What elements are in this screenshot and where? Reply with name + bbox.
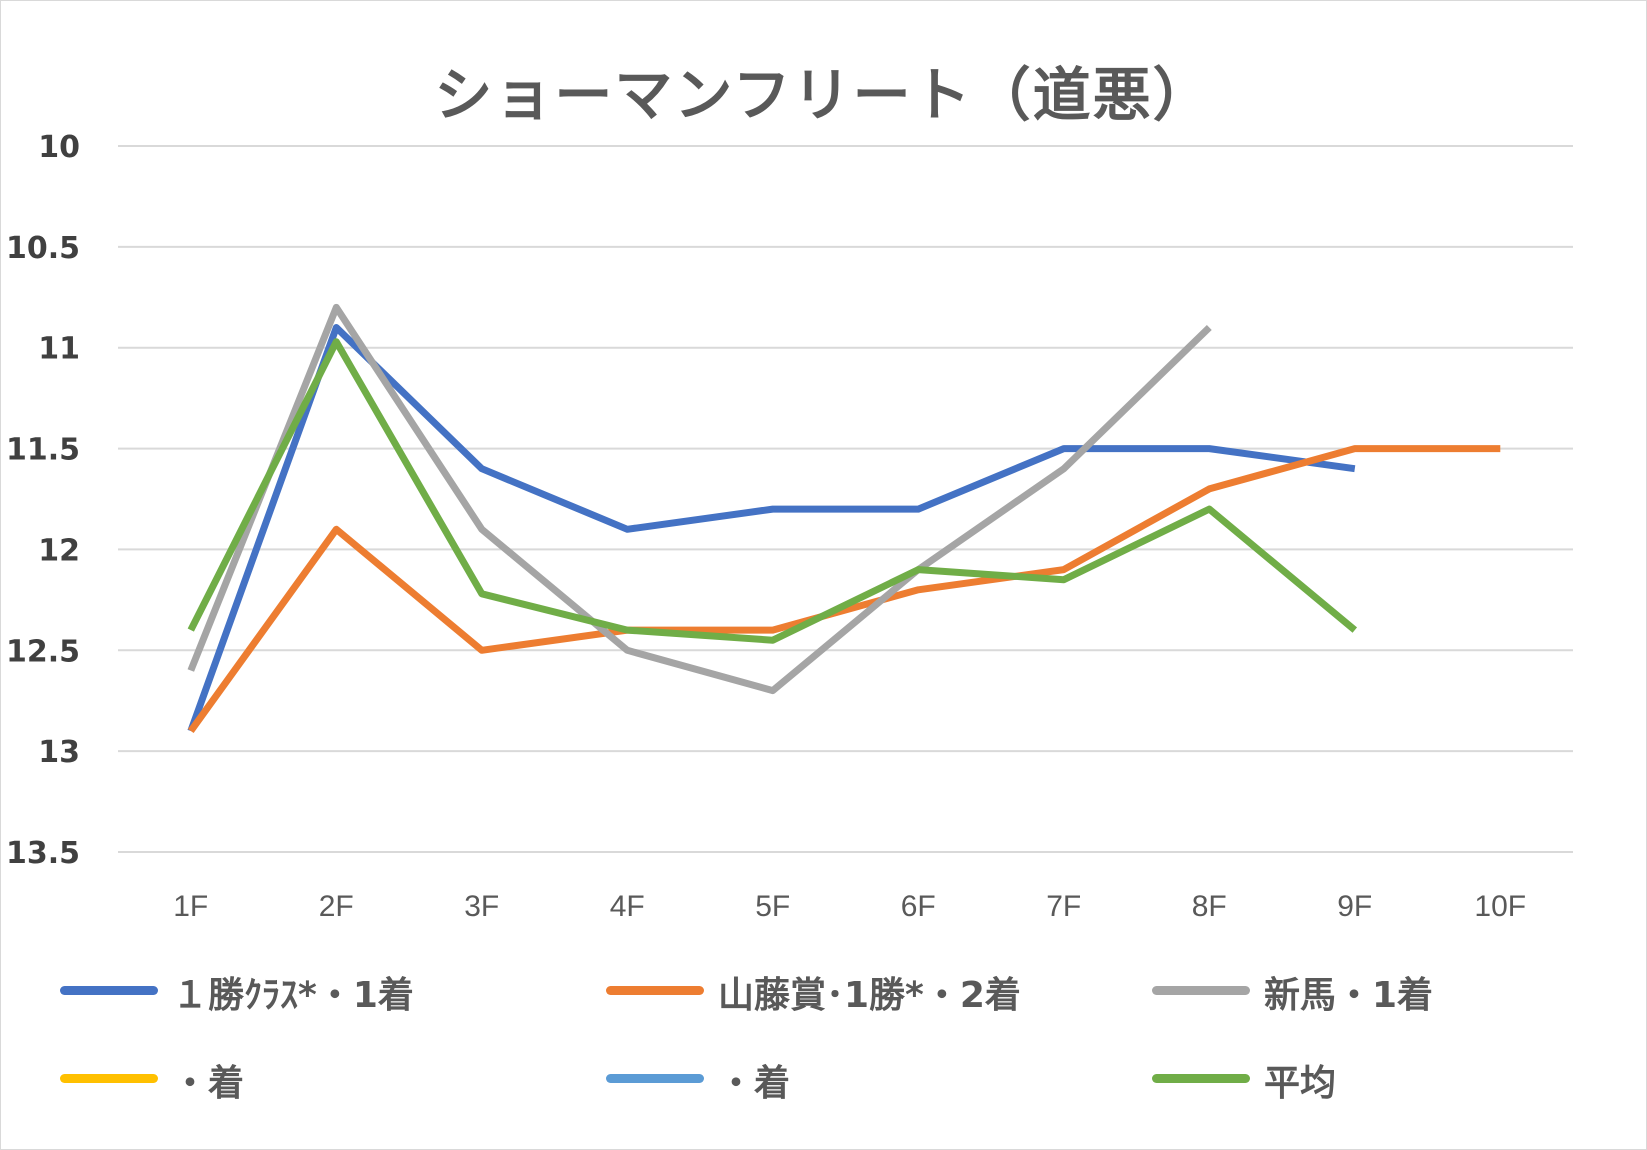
y-tick-label: 13.5 — [6, 836, 80, 871]
legend-swatch — [1152, 986, 1250, 995]
x-tick-label: 8F — [1192, 890, 1227, 923]
legend-label: 平均 — [1264, 1063, 1337, 1104]
gridlines — [118, 145, 1573, 853]
legend-swatch — [60, 986, 158, 995]
legend-label: 新馬・1着 — [1264, 975, 1434, 1016]
x-tick-label: 4F — [610, 890, 645, 923]
legend-swatch — [60, 1074, 158, 1083]
y-tick-label: 11.5 — [6, 433, 80, 468]
x-tick-label: 9F — [1337, 890, 1372, 923]
legend-label: 山藤賞･1勝*・2着 — [718, 975, 1021, 1016]
series-line-6 — [187, 338, 1358, 644]
y-tick-label: 12 — [38, 533, 80, 568]
x-tick-label: 7F — [1046, 890, 1081, 923]
y-tick-label: 10.5 — [6, 231, 80, 266]
x-tick-label: 5F — [755, 890, 790, 923]
series-lines — [187, 303, 1501, 734]
series-line-3 — [187, 303, 1212, 695]
y-tick-label: 10 — [38, 130, 80, 165]
y-tick-label: 11 — [38, 332, 80, 367]
chart-title: ショーマンフリート（道悪） — [434, 61, 1213, 129]
legend-swatch — [1152, 1074, 1250, 1083]
x-tick-label: 1F — [173, 890, 208, 923]
x-tick-label: 3F — [464, 890, 499, 923]
series-line-2 — [187, 445, 1501, 734]
legend-swatch — [606, 1074, 704, 1083]
legend-label: ・着 — [172, 1063, 245, 1104]
x-axis-ticks: 1F 2F 3F 4F 5F 6F 7F 8F 9F 10F — [173, 890, 1526, 923]
x-tick-label: 2F — [319, 890, 354, 923]
y-tick-label: 13 — [38, 735, 80, 770]
x-tick-label: 6F — [901, 890, 936, 923]
legend-label: １勝ｸﾗｽ*・1着 — [172, 975, 414, 1016]
y-axis-ticks: 10 10.5 11 11.5 12 12.5 13 13.5 — [6, 130, 80, 871]
legend-swatch — [606, 986, 704, 995]
legend-label: ・着 — [718, 1063, 791, 1104]
series-line-1 — [187, 324, 1356, 733]
x-tick-label: 10F — [1474, 890, 1526, 923]
y-tick-label: 12.5 — [6, 634, 80, 669]
